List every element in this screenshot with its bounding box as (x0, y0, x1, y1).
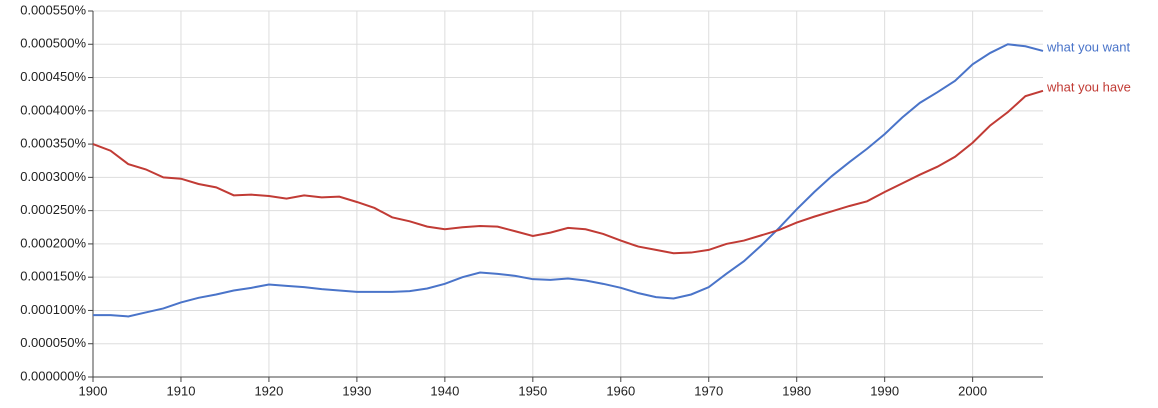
x-tick-label: 2000 (958, 383, 987, 398)
y-tick-label: 0.000250% (20, 202, 86, 217)
x-tick-label: 1910 (167, 383, 196, 398)
y-tick-label: 0.000400% (20, 102, 86, 117)
y-tick-label: 0.000150% (20, 269, 86, 284)
y-tick-label: 0.000550% (20, 2, 86, 17)
y-tick-label: 0.000300% (20, 169, 86, 184)
y-tick-label: 0.000500% (20, 36, 86, 51)
x-tick-label: 1970 (694, 383, 723, 398)
y-tick-label: 0.000000% (20, 368, 86, 383)
x-tick-label: 1900 (79, 383, 108, 398)
y-tick-label: 0.000100% (20, 302, 86, 317)
y-tick-label: 0.000450% (20, 69, 86, 84)
series-line (93, 43, 1044, 318)
x-tick-label: 1960 (606, 383, 635, 398)
x-tick-label: 1990 (870, 383, 899, 398)
x-tick-label: 1950 (518, 383, 547, 398)
legend-label: what you have (1046, 79, 1131, 94)
x-tick-label: 1920 (254, 383, 283, 398)
x-tick-label: 1930 (342, 383, 371, 398)
legend-label: what you want (1046, 39, 1130, 54)
x-tick-label: 1940 (430, 383, 459, 398)
y-tick-label: 0.000050% (20, 335, 86, 350)
y-tick-label: 0.000200% (20, 235, 86, 250)
x-tick-label: 1980 (782, 383, 811, 398)
y-tick-label: 0.000350% (20, 136, 86, 151)
series-line (92, 89, 1044, 255)
